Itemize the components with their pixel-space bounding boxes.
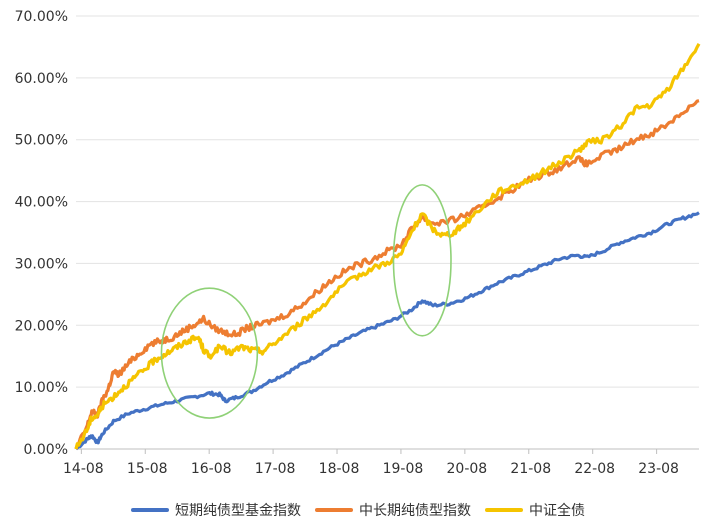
legend-item: 中证全债 [485, 500, 585, 520]
series-lines [74, 43, 701, 451]
legend-swatch [485, 508, 523, 512]
x-tick-label: 22-08 [574, 461, 615, 477]
series-line-2 [74, 43, 701, 450]
legend-item: 短期纯债型基金指数 [131, 500, 301, 520]
legend-swatch [131, 508, 169, 512]
x-tick-label: 15-08 [127, 461, 168, 477]
y-tick-label: 0.00% [24, 442, 68, 458]
y-tick-label: 20.00% [15, 318, 68, 334]
y-tick-label: 30.00% [15, 256, 68, 272]
y-tick-label: 40.00% [15, 195, 68, 211]
series-line-1 [74, 99, 700, 450]
y-tick-label: 60.00% [15, 71, 68, 87]
x-tick-label: 17-08 [255, 461, 296, 477]
x-tick-label: 21-08 [510, 461, 551, 477]
y-axis: 0.00% 10.00% 20.00% 30.00% 40.00% 50.00% 60.00… [15, 9, 68, 458]
x-tick-label: 19-08 [383, 461, 424, 477]
legend-label: 短期纯债型基金指数 [175, 503, 301, 519]
x-tick-label: 23-08 [638, 461, 679, 477]
x-tick-label: 18-08 [319, 461, 360, 477]
legend: 短期纯债型基金指数 中长期纯债型指数 中证全债 [0, 498, 716, 522]
x-tick-label: 16-08 [191, 461, 232, 477]
x-tick-label: 20-08 [447, 461, 488, 477]
y-tick-label: 10.00% [15, 380, 68, 396]
legend-item: 中长期纯债型指数 [315, 500, 471, 520]
legend-swatch [315, 508, 353, 512]
annotation-ellipses [160, 184, 452, 419]
highlight-ellipse-1 [392, 184, 452, 337]
series-line-0 [74, 211, 700, 451]
x-tick-label: 14-08 [63, 461, 104, 477]
y-gridlines [76, 15, 699, 450]
y-tick-label: 70.00% [15, 9, 68, 25]
y-tick-label: 50.00% [15, 133, 68, 149]
legend-label: 中证全债 [529, 503, 585, 519]
legend-label: 中长期纯债型指数 [359, 503, 471, 519]
x-axis: 14-08 15-08 16-08 17-08 18-08 19-08 20-08 21-08… [63, 449, 679, 477]
highlight-ellipse-0 [160, 287, 259, 419]
